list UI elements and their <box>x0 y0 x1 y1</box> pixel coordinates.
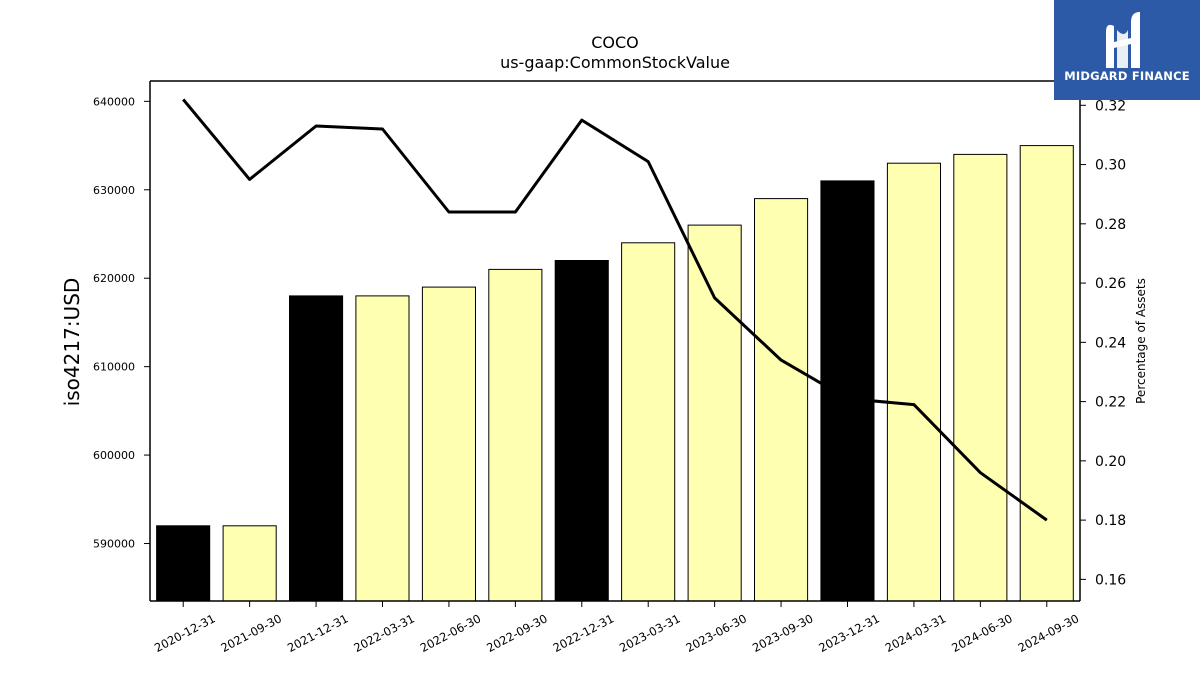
x-tick-label: 2020-12-31 <box>152 611 218 655</box>
y2-axis-label: Percentage of Assets <box>1134 278 1148 404</box>
bar <box>554 260 609 602</box>
y-tick-label: 600000 <box>93 449 135 462</box>
x-tick-label: 2022-03-31 <box>351 611 417 655</box>
y2-tick-label: 0.26 <box>1095 276 1126 292</box>
bar-group <box>156 145 1074 602</box>
midgard-finance-logo: MIDGARD FINANCE <box>1054 0 1200 100</box>
chart-subtitle: us-gaap:CommonStockValue <box>500 53 730 72</box>
x-tick-label: 2022-06-30 <box>418 611 484 655</box>
bar <box>1019 145 1074 602</box>
line-group <box>182 98 1048 522</box>
logo-text: MIDGARD FINANCE <box>1064 69 1190 83</box>
bar <box>886 162 942 602</box>
chart-title: COCO <box>591 33 639 52</box>
x-tick-label: 2023-12-31 <box>816 611 882 655</box>
x-tick-label: 2021-12-31 <box>285 611 351 655</box>
y-tick-label: 590000 <box>93 538 135 551</box>
y-tick-label: 610000 <box>93 361 135 374</box>
bar <box>820 180 875 602</box>
x-tick-label: 2021-09-30 <box>218 611 284 655</box>
bar <box>421 286 476 602</box>
bar <box>687 224 742 602</box>
x-tick-label: 2024-03-31 <box>883 611 949 655</box>
y2-tick-label: 0.20 <box>1095 454 1126 470</box>
bar <box>289 295 344 602</box>
y2-tick-label: 0.28 <box>1095 217 1126 233</box>
y-tick-label: 630000 <box>93 184 135 197</box>
logo-mark-icon <box>1106 12 1140 68</box>
y2-tick-label: 0.22 <box>1095 395 1126 411</box>
bar <box>488 268 543 602</box>
x-tick-label: 2023-03-31 <box>617 611 683 655</box>
y-tick-label: 620000 <box>93 272 135 285</box>
y-tick-label: 640000 <box>93 95 135 108</box>
bar <box>953 153 1008 602</box>
y2-tick-label: 0.18 <box>1095 513 1126 529</box>
series-line <box>182 98 1048 522</box>
x-tick-label: 2024-09-30 <box>1016 611 1082 655</box>
x-tick-label: 2022-12-31 <box>551 611 617 655</box>
y-axis-label: iso4217:USD <box>60 278 84 407</box>
y2-tick-label: 0.30 <box>1095 158 1126 174</box>
x-tick-label: 2023-09-30 <box>750 611 816 655</box>
bar <box>355 295 410 602</box>
x-tick-label: 2024-06-30 <box>949 611 1015 655</box>
bar <box>754 198 809 602</box>
y2-tick-label: 0.32 <box>1095 98 1126 114</box>
y2-tick-label: 0.16 <box>1095 572 1126 588</box>
bar <box>156 525 211 602</box>
x-tick-label: 2023-06-30 <box>683 611 749 655</box>
bar <box>222 525 277 602</box>
y2-tick-label: 0.24 <box>1095 335 1126 351</box>
x-tick-label: 2022-09-30 <box>484 611 550 655</box>
bar <box>621 242 676 602</box>
